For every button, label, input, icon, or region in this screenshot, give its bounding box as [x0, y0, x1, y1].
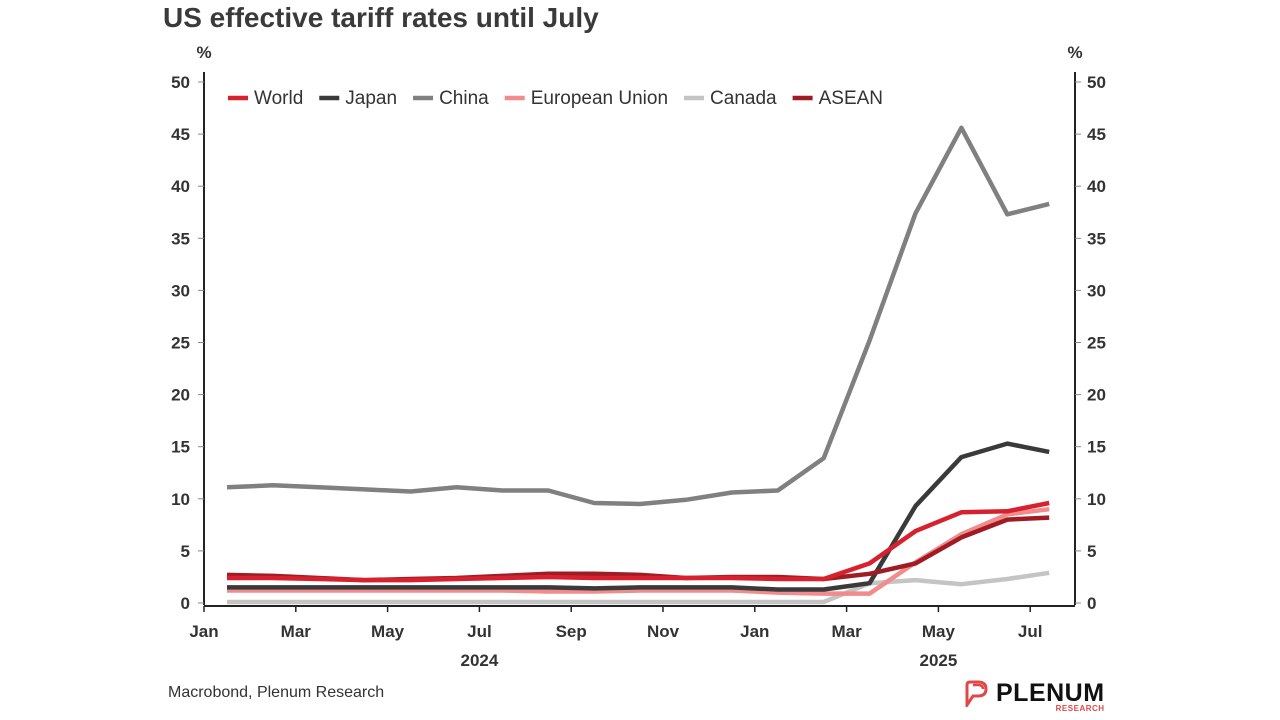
x-tick-label: Jan — [189, 622, 218, 641]
source-note: Macrobond, Plenum Research — [168, 684, 385, 701]
x-tick-label: May — [371, 622, 405, 641]
x-tick-label: Jan — [740, 622, 769, 641]
legend-label-asean: ASEAN — [819, 88, 883, 109]
legend-label-canada: Canada — [710, 88, 777, 109]
series-line-canada — [227, 570, 1050, 605]
x-tick-label: Mar — [831, 622, 862, 641]
x-tick-label: Nov — [647, 622, 680, 641]
y-tick-label-left: 5 — [181, 542, 190, 561]
legend-label-china: China — [439, 88, 489, 109]
left-unit-label: % — [196, 43, 211, 62]
y-tick-label-left: 25 — [171, 334, 190, 353]
y-tick-label-left: 0 — [181, 594, 190, 613]
y-tick-label-right: 15 — [1087, 438, 1106, 457]
legend-label-european-union: European Union — [531, 88, 668, 109]
y-tick-label-right: 25 — [1087, 334, 1106, 353]
series-line-japan — [227, 441, 1050, 592]
x-tick-label: Jul — [467, 622, 492, 641]
logo-wordmark: PLENUM — [996, 679, 1105, 707]
y-tick-label-left: 40 — [171, 177, 190, 196]
logo-subtitle: RESEARCH — [1055, 704, 1105, 713]
y-tick-label-right: 35 — [1087, 229, 1106, 248]
plenum-logo: PLENUM RESEARCH — [964, 679, 1105, 713]
x-tick-label: Jul — [1018, 622, 1043, 641]
plenum-logo-icon — [965, 680, 988, 707]
y-tick-label-right: 50 — [1087, 73, 1106, 92]
y-tick-label-right: 40 — [1087, 177, 1106, 196]
x-year-label: 2025 — [919, 651, 957, 670]
right-unit-label: % — [1067, 43, 1082, 62]
y-tick-label-left: 35 — [171, 229, 190, 248]
y-tick-label-left: 30 — [171, 281, 190, 300]
y-tick-label-right: 10 — [1087, 490, 1106, 509]
y-tick-label-left: 10 — [171, 490, 190, 509]
x-tick-label: May — [922, 622, 956, 641]
x-year-label: 2024 — [460, 651, 498, 670]
legend-label-world: World — [254, 88, 303, 109]
y-tick-label-left: 50 — [171, 73, 190, 92]
y-tick-label-right: 45 — [1087, 125, 1106, 144]
series-line-world — [227, 500, 1050, 583]
y-tick-label-right: 0 — [1087, 594, 1096, 613]
y-tick-label-right: 20 — [1087, 386, 1106, 405]
series-line-china — [226, 125, 1050, 507]
y-tick-label-right: 5 — [1087, 542, 1096, 561]
y-tick-label-left: 20 — [171, 386, 190, 405]
y-tick-label-left: 15 — [171, 438, 190, 457]
x-tick-label: Mar — [281, 622, 312, 641]
legend-label-japan: Japan — [345, 88, 397, 109]
x-tick-label: Sep — [556, 622, 587, 641]
y-tick-label-right: 30 — [1087, 281, 1106, 300]
y-tick-label-left: 45 — [171, 125, 190, 144]
chart-title: US effective tariff rates until July — [163, 2, 599, 33]
